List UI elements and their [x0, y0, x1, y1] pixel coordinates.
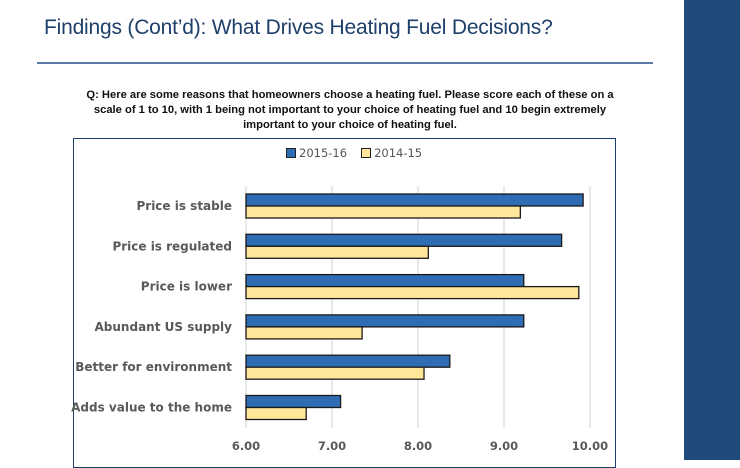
legend-swatch-2015-16: [286, 148, 296, 158]
x-tick-label: 9.00: [490, 439, 518, 453]
bar-2015-16: [245, 314, 525, 328]
bar-2014-15: [245, 285, 580, 300]
legend-swatch-2014-15: [361, 148, 372, 158]
category-label: Price is stable: [136, 199, 232, 213]
title-divider: [37, 62, 653, 64]
bar-2015-16: [245, 273, 525, 288]
bar-2015-16: [245, 193, 584, 207]
gridlines: [245, 186, 591, 428]
bar-2015-16: [245, 354, 451, 368]
bar-2015-16: [245, 394, 342, 409]
category-labels: Price is stable Price is regulated Price i…: [71, 199, 232, 415]
category-label: Price is regulated: [112, 239, 232, 253]
bar-2014-15: [245, 326, 363, 340]
legend-item-2015-16: 2015-16: [286, 146, 347, 160]
category-label: Abundant US supply: [95, 320, 233, 334]
bar-2014-15: [245, 245, 429, 259]
x-tick-label: 10.00: [572, 439, 608, 453]
category-label: Better for environment: [75, 360, 232, 374]
x-tick-label: 8.00: [404, 439, 432, 453]
chart-legend: 2015-16 2014-15: [286, 146, 422, 160]
bar-2014-15: [245, 406, 307, 421]
category-label: Price is lower: [141, 280, 232, 294]
legend-label-2014-15: 2014-15: [374, 146, 423, 160]
bars: [245, 193, 584, 421]
category-label: Adds value to the home: [71, 401, 232, 415]
bar-2014-15: [245, 205, 521, 219]
legend-label-2015-16: 2015-16: [299, 146, 348, 160]
x-tick-label: 7.00: [318, 439, 346, 453]
survey-question: Q: Here are some reasons that homeowners…: [86, 89, 614, 131]
bar-2015-16: [245, 233, 563, 247]
x-tick-labels: 6.00 7.00 8.00 9.00 10.00: [232, 439, 608, 453]
x-tick-label: 6.00: [232, 439, 260, 453]
legend-item-2014-15: 2014-15: [361, 146, 422, 160]
slide-sidebar-band: [684, 0, 740, 460]
bar-2014-15: [245, 366, 425, 380]
slide-title: Findings (Cont’d): What Drives Heating F…: [44, 16, 553, 39]
